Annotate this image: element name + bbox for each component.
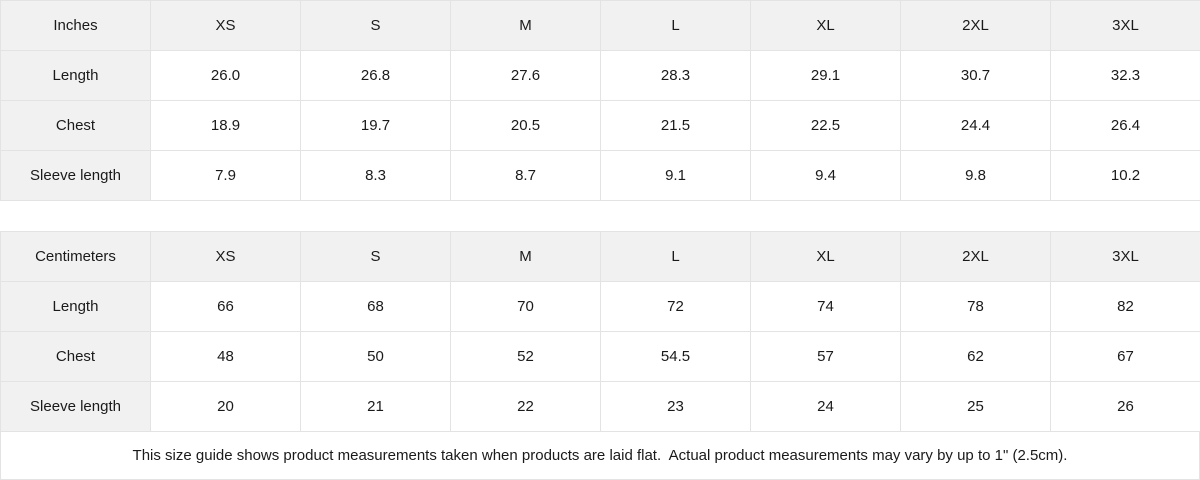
cell-sleeve-2xl: 25 xyxy=(900,381,1051,432)
cell-length-l: 28.3 xyxy=(600,50,751,101)
cell-chest-l: 21.5 xyxy=(600,100,751,151)
table-row: Chest 18.9 19.7 20.5 21.5 22.5 24.4 26.4 xyxy=(0,100,1200,151)
table-row: Chest 48 50 52 54.5 57 62 67 xyxy=(0,331,1200,382)
cell-chest-xs: 18.9 xyxy=(150,100,301,151)
cell-sleeve-m: 22 xyxy=(450,381,601,432)
cell-chest-l: 54.5 xyxy=(600,331,751,382)
column-header-2xl: 2XL xyxy=(900,0,1051,51)
cell-chest-xl: 22.5 xyxy=(750,100,901,151)
cell-length-m: 70 xyxy=(450,281,601,332)
cell-sleeve-xs: 7.9 xyxy=(150,150,301,201)
cell-sleeve-l: 9.1 xyxy=(600,150,751,201)
column-header-s: S xyxy=(300,0,451,51)
cell-length-xl: 29.1 xyxy=(750,50,901,101)
cell-chest-s: 19.7 xyxy=(300,100,451,151)
row-label-chest: Chest xyxy=(0,100,151,151)
cell-length-xs: 26.0 xyxy=(150,50,301,101)
column-header-xs: XS xyxy=(150,231,301,282)
column-header-3xl: 3XL xyxy=(1050,0,1200,51)
cell-length-2xl: 30.7 xyxy=(900,50,1051,101)
row-label-sleeve-length: Sleeve length xyxy=(0,381,151,432)
cell-chest-2xl: 24.4 xyxy=(900,100,1051,151)
row-label-sleeve-length: Sleeve length xyxy=(0,150,151,201)
table-header-row: Centimeters XS S M L XL 2XL 3XL xyxy=(0,231,1200,282)
cell-length-s: 26.8 xyxy=(300,50,451,101)
cell-chest-3xl: 26.4 xyxy=(1050,100,1200,151)
cell-length-l: 72 xyxy=(600,281,751,332)
unit-label-inches: Inches xyxy=(0,0,151,51)
cell-sleeve-xl: 9.4 xyxy=(750,150,901,201)
cell-length-s: 68 xyxy=(300,281,451,332)
cell-chest-m: 52 xyxy=(450,331,601,382)
column-header-xs: XS xyxy=(150,0,301,51)
cell-sleeve-3xl: 26 xyxy=(1050,381,1200,432)
size-table-centimeters: Centimeters XS S M L XL 2XL 3XL Length 6… xyxy=(0,231,1200,432)
column-header-3xl: 3XL xyxy=(1050,231,1200,282)
cell-sleeve-l: 23 xyxy=(600,381,751,432)
cell-chest-xl: 57 xyxy=(750,331,901,382)
cell-chest-m: 20.5 xyxy=(450,100,601,151)
cell-sleeve-s: 8.3 xyxy=(300,150,451,201)
unit-label-centimeters: Centimeters xyxy=(0,231,151,282)
cell-length-3xl: 32.3 xyxy=(1050,50,1200,101)
column-header-xl: XL xyxy=(750,231,901,282)
cell-sleeve-xl: 24 xyxy=(750,381,901,432)
column-header-s: S xyxy=(300,231,451,282)
row-label-length: Length xyxy=(0,281,151,332)
table-row: Sleeve length 20 21 22 23 24 25 26 xyxy=(0,381,1200,432)
cell-sleeve-2xl: 9.8 xyxy=(900,150,1051,201)
column-header-2xl: 2XL xyxy=(900,231,1051,282)
cell-length-2xl: 78 xyxy=(900,281,1051,332)
row-label-length: Length xyxy=(0,50,151,101)
cell-chest-3xl: 67 xyxy=(1050,331,1200,382)
cell-sleeve-3xl: 10.2 xyxy=(1050,150,1200,201)
cell-sleeve-s: 21 xyxy=(300,381,451,432)
cell-chest-2xl: 62 xyxy=(900,331,1051,382)
cell-length-xl: 74 xyxy=(750,281,901,332)
table-row: Sleeve length 7.9 8.3 8.7 9.1 9.4 9.8 10… xyxy=(0,150,1200,201)
size-guide-footnote: This size guide shows product measuremen… xyxy=(0,432,1200,480)
column-header-l: L xyxy=(600,0,751,51)
row-label-chest: Chest xyxy=(0,331,151,382)
cell-chest-xs: 48 xyxy=(150,331,301,382)
column-header-xl: XL xyxy=(750,0,901,51)
size-table-inches: Inches XS S M L XL 2XL 3XL Length 26.0 2… xyxy=(0,0,1200,201)
column-header-m: M xyxy=(450,0,601,51)
column-header-m: M xyxy=(450,231,601,282)
cell-length-xs: 66 xyxy=(150,281,301,332)
cell-length-m: 27.6 xyxy=(450,50,601,101)
cell-sleeve-xs: 20 xyxy=(150,381,301,432)
cell-length-3xl: 82 xyxy=(1050,281,1200,332)
column-header-l: L xyxy=(600,231,751,282)
table-row: Length 66 68 70 72 74 78 82 xyxy=(0,281,1200,332)
cell-sleeve-m: 8.7 xyxy=(450,150,601,201)
table-row: Length 26.0 26.8 27.6 28.3 29.1 30.7 32.… xyxy=(0,50,1200,101)
table-separator xyxy=(0,201,1200,231)
table-header-row: Inches XS S M L XL 2XL 3XL xyxy=(0,0,1200,51)
cell-chest-s: 50 xyxy=(300,331,451,382)
